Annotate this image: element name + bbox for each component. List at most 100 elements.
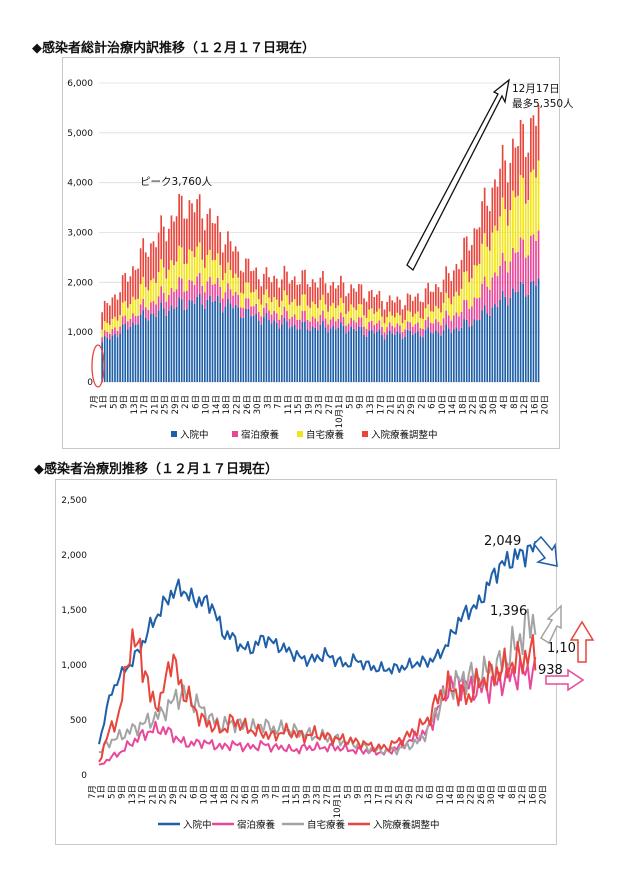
bar-segment (111, 329, 114, 336)
bar-segment (186, 309, 188, 382)
x-tick-label: 1日 (97, 785, 107, 799)
bar-segment (535, 125, 537, 178)
bar-segment (535, 177, 537, 241)
bar-segment (301, 270, 304, 295)
bar-segment (440, 325, 442, 336)
bar-segment (165, 301, 168, 316)
x-tick-label: 10日 (438, 395, 448, 414)
bar-segment (275, 322, 278, 382)
bar-segment (270, 314, 273, 324)
bar-segment (468, 326, 471, 382)
bar-segment (296, 284, 299, 306)
bar-segment (422, 302, 424, 319)
bar-segment (522, 283, 524, 382)
bar-segment (255, 303, 258, 314)
bar-segment (209, 208, 211, 250)
bar-segment (440, 335, 442, 382)
bar-segment (183, 291, 186, 310)
x-tick-label: 29日 (407, 395, 417, 414)
bar-segment (501, 197, 504, 253)
bar-segment (306, 284, 309, 306)
bar-segment (142, 310, 145, 382)
bar-segment (193, 257, 196, 285)
bar-segment (494, 304, 496, 382)
bar-segment (329, 319, 332, 329)
bar-segment (447, 273, 450, 299)
bar-segment (473, 228, 476, 266)
bar-segment (221, 252, 224, 281)
bar-segment (203, 267, 206, 293)
bar-segment (304, 310, 306, 322)
bar-segment (111, 297, 114, 319)
bar-segment (170, 215, 173, 261)
bar-segment (396, 312, 399, 324)
bar-segment (216, 216, 219, 254)
x-month-label: 7月 (88, 785, 98, 799)
x-tick-label: 18日 (220, 785, 230, 804)
bar-segment (522, 239, 524, 284)
x-tick-label: 25日 (397, 395, 407, 414)
legend-swatch (297, 431, 303, 437)
x-tick-label: 23日 (313, 785, 323, 804)
bar-segment (409, 294, 412, 312)
bar-segment (186, 218, 188, 264)
bar-segment (106, 322, 109, 332)
bar-segment (224, 273, 227, 293)
series-line (98, 628, 537, 763)
bar-segment (257, 279, 260, 300)
bar-segment (311, 316, 314, 327)
bar-segment (442, 318, 445, 331)
bar-segment (458, 330, 460, 382)
bar-segment (532, 234, 535, 282)
bar-segment (114, 294, 116, 317)
legend-label: 宿泊療養 (237, 819, 276, 831)
x-tick-label: 25日 (159, 785, 169, 804)
bar-segment (134, 324, 137, 382)
bar-segment (386, 301, 388, 318)
x-tick-label: 13日 (130, 395, 140, 414)
bar-segment (173, 291, 175, 309)
bar-segment (417, 293, 419, 312)
bar-segment (404, 336, 406, 382)
bar-segment (268, 277, 270, 298)
bar-segment (483, 305, 486, 382)
bar-segment (168, 295, 170, 311)
x-tick-label: 5日 (107, 785, 117, 799)
bar-segment (329, 285, 332, 306)
bar-segment (530, 172, 532, 237)
bar-segment (483, 233, 486, 277)
bar-segment (101, 342, 103, 382)
bar-segment (216, 295, 219, 382)
bar-segment (391, 325, 394, 334)
bar-segment (340, 275, 342, 298)
x-tick-label: 17日 (140, 395, 150, 414)
bar-segment (350, 304, 352, 318)
home-trend-arrow (539, 604, 562, 645)
bar-segment (396, 296, 399, 313)
bar-segment (314, 282, 317, 305)
bar-segment (309, 321, 311, 331)
bar-segment (445, 324, 447, 382)
bar-segment (476, 298, 478, 321)
bar-segment (388, 330, 391, 382)
bar-segment (386, 317, 388, 328)
bar-segment (270, 302, 273, 315)
bar-segment (491, 307, 494, 382)
bar-segment (365, 317, 368, 329)
bar-segment (157, 296, 160, 311)
bar-segment (132, 313, 134, 323)
bar-segment (450, 280, 453, 305)
bar-segment (365, 328, 368, 337)
bar-segment (345, 313, 347, 326)
series-line (98, 540, 537, 745)
x-tick-label: 22日 (230, 785, 240, 804)
bar-segment (432, 323, 435, 334)
bar-segment (363, 315, 365, 327)
bar-segment (435, 330, 437, 382)
bar-segment (337, 327, 340, 382)
bar-segment (491, 277, 494, 308)
bar-segment (162, 292, 165, 309)
bar-segment (512, 288, 514, 382)
bar-segment (396, 331, 399, 382)
